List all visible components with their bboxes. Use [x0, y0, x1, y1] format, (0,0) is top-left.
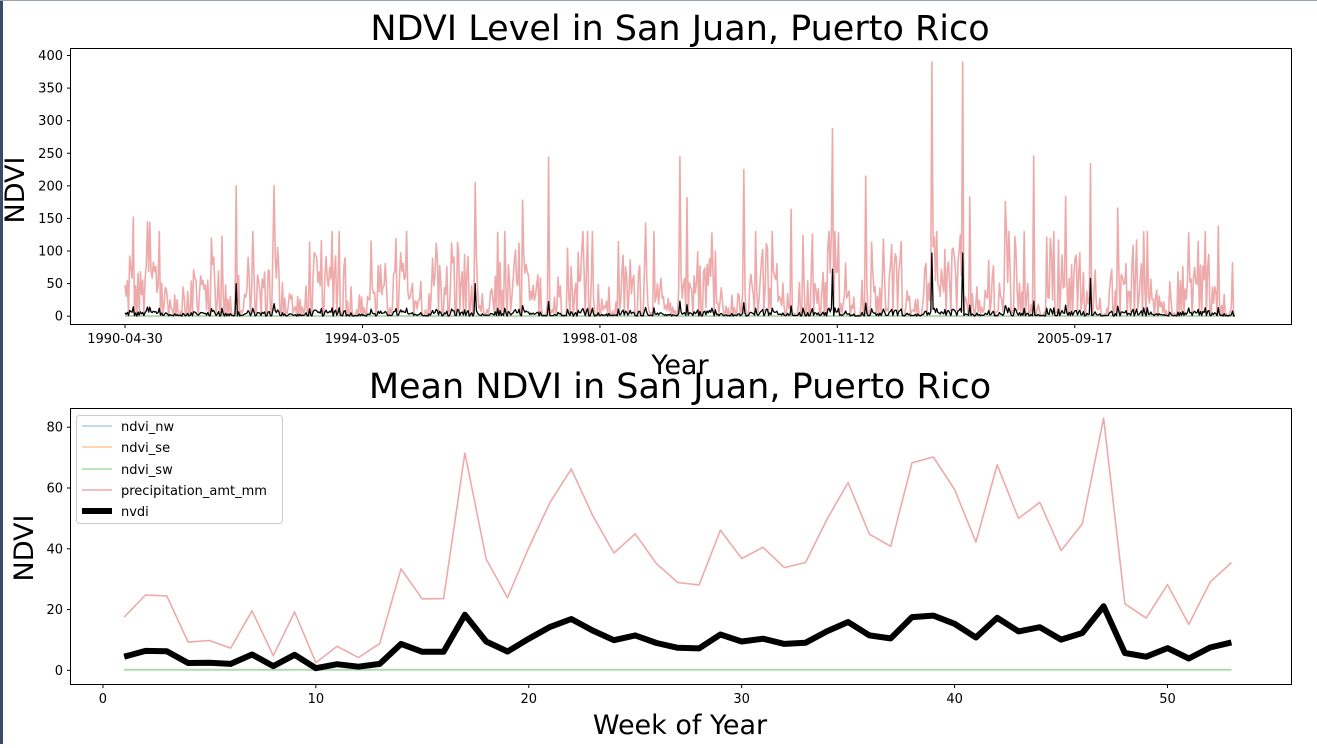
top-x-tick-label: 1994-03-05 — [325, 332, 401, 347]
top-y-tick-label: 50 — [46, 277, 63, 292]
legend: ndvi_nw ndvi_se ndvi_sw precipitation_am… — [76, 415, 283, 524]
top-x-tick-label: 1998-01-08 — [562, 332, 638, 347]
bottom-x-tick-label: 10 — [308, 692, 325, 707]
bottom-series-line-nvdi — [123, 603, 1233, 672]
legend-box — [76, 415, 283, 524]
legend-label-ndvi-nw: ndvi_nw — [121, 420, 175, 435]
top-y-axis-label: NDVI — [0, 157, 31, 224]
top-chart-title: NDVI Level in San Juan, Puerto Rico — [370, 9, 989, 49]
top-y-tick-label: 150 — [38, 212, 63, 227]
bottom-chart-title: Mean NDVI in San Juan, Puerto Rico — [369, 367, 991, 407]
bottom-x-tick-label: 40 — [946, 692, 963, 707]
legend-label-nvdi: nvdi — [121, 505, 149, 520]
bottom-x-tick-label: 30 — [733, 692, 750, 707]
bottom-y-axis-label: NDVI — [9, 515, 40, 582]
top-y-tick-label: 350 — [38, 82, 63, 97]
bottom-axes: 0 10 20 30 40 50 0 20 40 60 80 — [46, 421, 1175, 707]
top-x-axis-label: Year — [650, 350, 709, 381]
window-left-edge — [0, 0, 3, 744]
top-plot-frame — [70, 48, 1292, 325]
top-x-tick-label: 2005-09-17 — [1037, 332, 1113, 347]
top-series-line-precipitation — [124, 61, 1236, 318]
ndvi-level-plot: NDVI Level in San Juan, Puerto Rico NDVI… — [0, 9, 1292, 381]
top-y-tick-label: 250 — [38, 147, 63, 162]
bottom-y-tick-label: 80 — [46, 421, 63, 436]
bottom-y-tick-label: 20 — [46, 603, 63, 618]
legend-label-ndvi-se: ndvi_se — [121, 441, 170, 456]
bottom-y-tick-label: 0 — [55, 664, 63, 679]
top-y-tick-label: 0 — [55, 310, 63, 325]
top-y-tick-label: 400 — [38, 49, 63, 64]
bottom-x-tick-label: 0 — [99, 692, 107, 707]
bottom-x-tick-label: 50 — [1159, 692, 1176, 707]
top-y-tick-label: 300 — [38, 114, 63, 129]
bottom-y-tick-label: 40 — [46, 542, 63, 557]
legend-label-ndvi-sw: ndvi_sw — [121, 463, 173, 478]
window-top-edge — [0, 0, 1317, 1]
bottom-series-group — [123, 417, 1233, 672]
bottom-plot-frame — [70, 408, 1292, 685]
top-series-group — [124, 61, 1236, 318]
top-series-line-nvdi — [124, 252, 1235, 317]
bottom-x-axis-label: Week of Year — [593, 710, 768, 741]
top-x-tick-label: 2001-11-12 — [799, 332, 875, 347]
bottom-y-tick-label: 60 — [46, 482, 63, 497]
top-x-tick-label: 1990-04-30 — [87, 332, 163, 347]
top-y-tick-label: 100 — [38, 245, 63, 260]
bottom-series-line-precipitation — [123, 417, 1232, 664]
legend-label-precipitation: precipitation_amt_mm — [121, 484, 267, 499]
bottom-x-tick-label: 20 — [520, 692, 537, 707]
top-y-tick-label: 200 — [38, 179, 63, 194]
top-axes: 1990-04-30 1994-03-05 1998-01-08 2001-11-12… — [38, 49, 1112, 347]
mean-ndvi-plot: Mean NDVI in San Juan, Puerto Rico NDVI … — [9, 367, 1292, 741]
